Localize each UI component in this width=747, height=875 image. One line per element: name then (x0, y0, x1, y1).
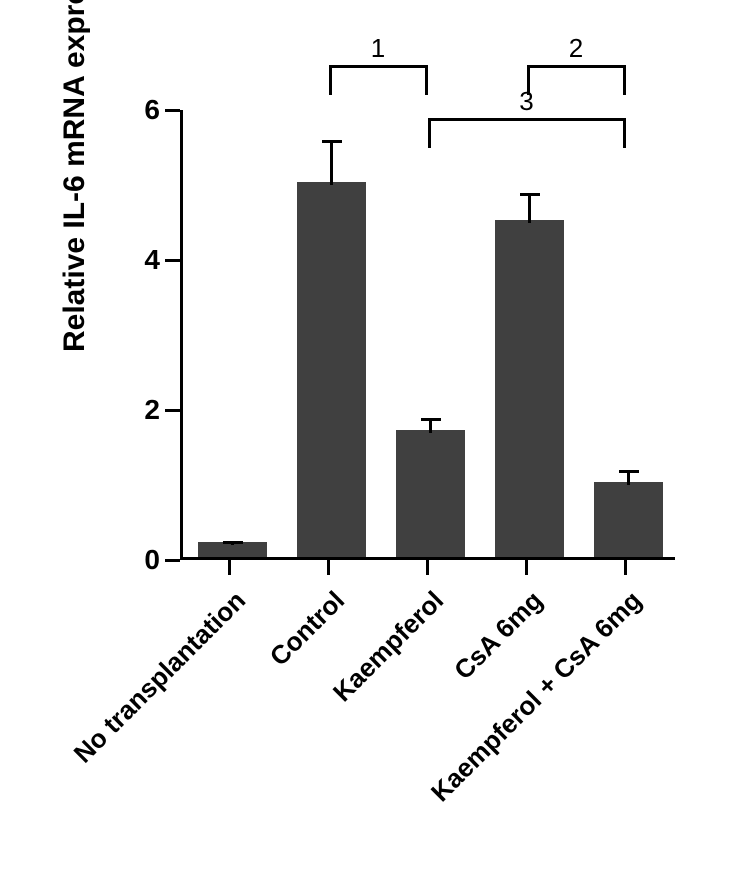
bracket-leg (425, 65, 428, 95)
error-cap (619, 470, 639, 473)
error-bar (528, 193, 531, 223)
comparison-bracket (428, 118, 626, 121)
y-tick-label: 4 (130, 244, 160, 276)
y-tick (165, 109, 180, 112)
bar-chart: Relative IL-6 mRNA expression 0246No tra… (120, 60, 675, 560)
y-tick-label: 2 (130, 394, 160, 426)
comparison-bracket (527, 65, 626, 68)
comparison-bracket (329, 65, 428, 68)
bracket-label: 3 (512, 86, 542, 117)
error-bar (330, 140, 333, 185)
error-cap (322, 140, 342, 143)
bracket-label: 1 (363, 33, 393, 64)
y-tick-label: 6 (130, 94, 160, 126)
bracket-leg (623, 118, 626, 148)
error-cap (421, 418, 441, 421)
x-tick (525, 560, 528, 575)
y-axis-label: Relative IL-6 mRNA expression (58, 0, 92, 352)
x-tick (624, 560, 627, 575)
bracket-label: 2 (561, 33, 591, 64)
x-tick (327, 560, 330, 575)
y-tick (165, 559, 180, 562)
x-tick (228, 560, 231, 575)
y-tick-label: 0 (130, 544, 160, 576)
error-cap (520, 193, 540, 196)
y-tick (165, 259, 180, 262)
bar (396, 430, 465, 558)
bracket-leg (329, 65, 332, 95)
plot-area (180, 110, 675, 560)
x-tick (426, 560, 429, 575)
bar (594, 482, 663, 557)
bar (297, 182, 366, 557)
bar (495, 220, 564, 558)
bracket-leg (623, 65, 626, 95)
error-cap (223, 541, 243, 544)
y-tick (165, 409, 180, 412)
bracket-leg (428, 118, 431, 148)
